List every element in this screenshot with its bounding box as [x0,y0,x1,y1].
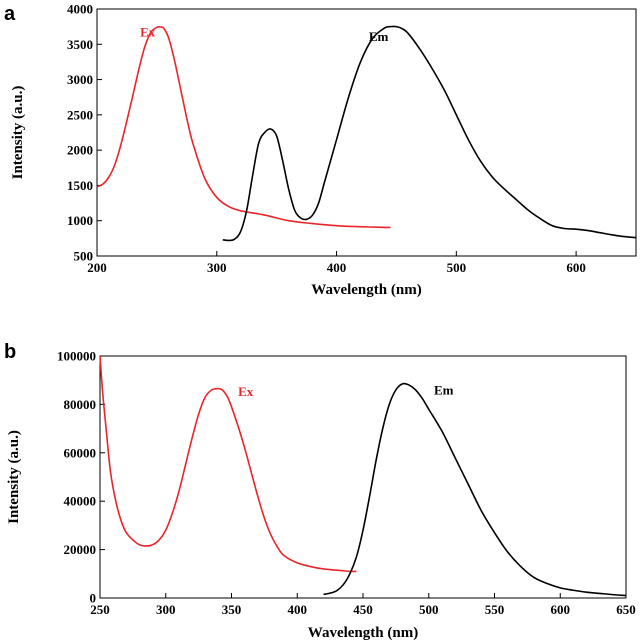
x-tick-label: 250 [90,602,110,617]
y-tick-label: 3500 [67,37,93,52]
panel-label: b [4,341,16,363]
y-tick-label: 80000 [64,397,97,412]
y-tick-label: 40000 [64,494,97,509]
x-axis-title: Wavelength (nm) [308,625,418,640]
plot-frame [96,8,637,257]
x-tick-label: 500 [419,602,439,617]
x-tick-label: 400 [288,602,308,617]
series-label-em: Em [369,29,389,44]
series-label-em: Em [434,383,454,398]
x-axis-title: Wavelength (nm) [311,282,421,298]
x-tick-label: 350 [222,602,242,617]
plot-frame [99,355,627,599]
x-tick-label: 600 [566,260,586,275]
y-tick-label: 2500 [67,107,93,122]
y-tick-label: 0 [90,591,97,606]
x-tick-label: 650 [616,602,636,617]
y-tick-label: 4000 [67,2,93,17]
y-tick-label: 1000 [67,213,93,228]
y-tick-label: 500 [74,249,94,264]
x-tick-label: 450 [353,602,373,617]
x-tick-label: 550 [485,602,505,617]
series-line-em [222,25,637,242]
y-tick-label: 1500 [67,178,93,193]
x-tick-label: 300 [207,260,227,275]
series-line-ex [96,25,391,229]
series-label-ex: Ex [140,25,156,40]
x-tick-label: 200 [87,260,107,275]
series-label-ex: Ex [238,384,254,399]
panel-b: 250 300 350 400 450 500 550 600 650 0 20000 40000 60… [4,341,636,640]
y-tick-label: 3000 [67,72,93,87]
y-tick-label: 100000 [57,349,96,364]
y-axis-title: Intensity (a.u.) [6,430,22,524]
panel-a: 200 300 400 500 600 500 1000 1500 2000 2500 3000 35… [4,2,637,298]
x-tick-label: 500 [447,260,467,275]
y-tick-label: 20000 [64,542,97,557]
panel-label: a [4,3,16,25]
x-tick-label: 400 [327,260,347,275]
x-tick-label: 300 [156,602,176,617]
series-line-em [323,382,627,597]
x-tick-label: 600 [551,602,571,617]
y-axis-title: Intensity (a.u.) [10,86,26,180]
y-tick-label: 2000 [67,143,93,158]
series-line-ex [99,355,357,573]
y-tick-label: 60000 [64,445,97,460]
